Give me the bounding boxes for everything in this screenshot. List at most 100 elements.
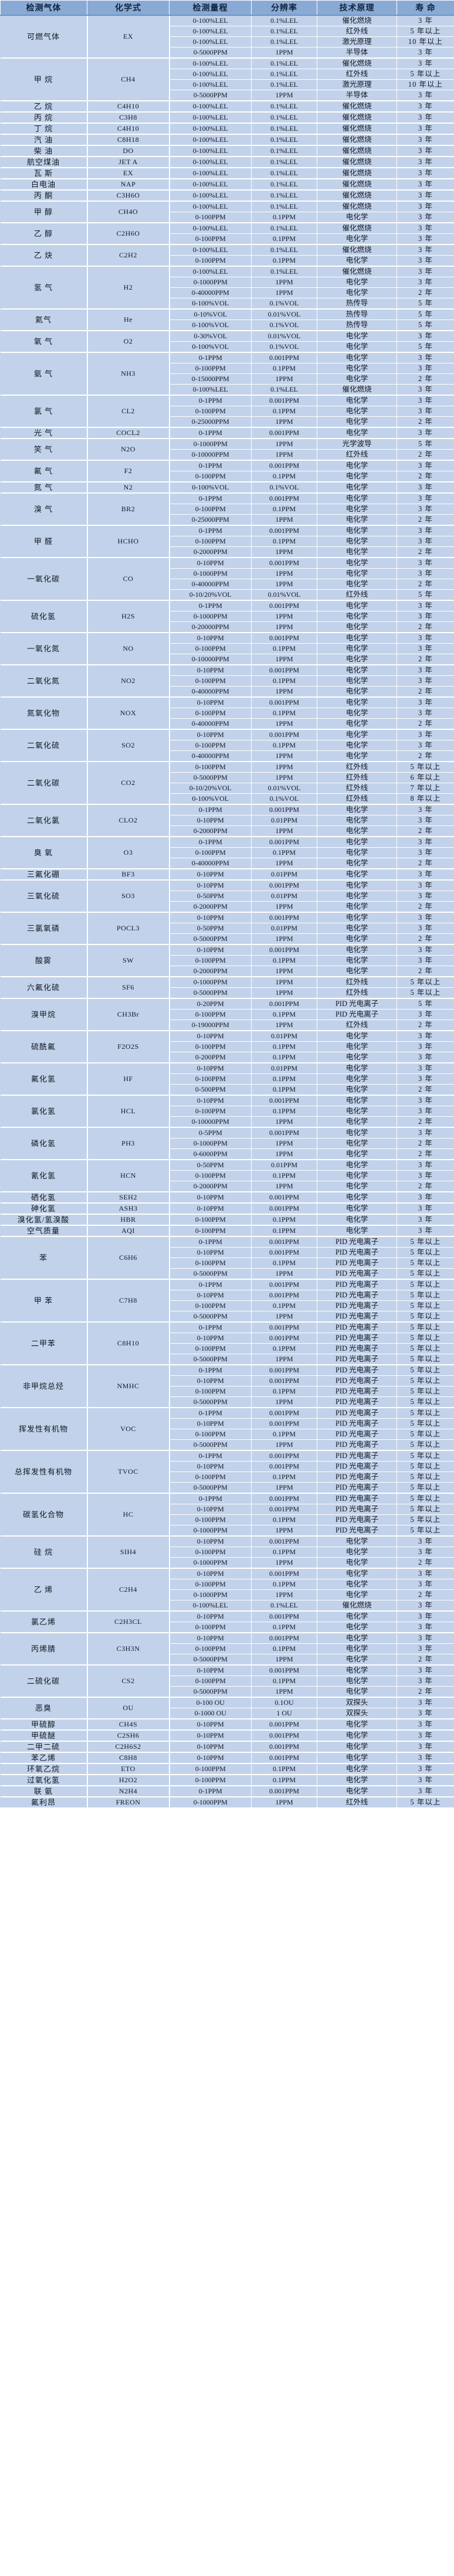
cell-chemical-formula: CO [87,557,170,601]
cell-technology: PID 光电离子 [317,998,397,1010]
table-row: 二硫化碳 CS2 0-10PPM 0.001PPM 电化学 3 年 [0,1664,454,1698]
table-row: 氯 气 CL2 0-1PPM 0.001PPM 电化学 3 年 [0,395,454,428]
cell-technology: 电化学 [317,1763,397,1775]
cell-detection-range: 0-1000PPM [169,1796,252,1808]
cell-technology: 激光原理 [317,79,397,90]
cell-resolution: 0.001PPM [251,664,317,676]
cell-lifetime: 3 年 [397,1191,454,1204]
cell-lifetime: 3 年 [397,1697,454,1708]
cell-chemical-formula: C6H6 [87,1236,170,1280]
cell-resolution: 0.001PPM [251,836,317,848]
cell-resolution: 0.1PPM [251,1084,317,1096]
cell-resolution: 1PPM [251,858,317,869]
cell-resolution: 0.1%LEL [251,100,317,113]
cell-detection-range: 0-50PPM [169,923,252,934]
table-row: 0-100%VOL 0.1%VOL 电化学 5 年 [1,341,454,353]
cell-lifetime: 3 年 [397,460,454,471]
cell-lifetime: 5 年以上 [397,761,454,773]
cell-chemical-formula: EX [87,15,170,59]
cell-technology: 红外线 [317,761,397,773]
cell-detection-range: 0-10PPM [169,1247,252,1258]
cell-detection-range: 0-1PPM [169,352,252,363]
cell-resolution: 0.1%LEL [251,266,317,277]
cell-resolution: 0.1%LEL [251,57,317,69]
table-row: 0-5000PPM 1PPM 红外线 6 年以上 [1,772,454,783]
table-row: 白电油 NAP 0-100%LEL 0.1%LEL 催化燃烧 3 年 [0,178,454,191]
cell-detection-range: 0-20PPM [169,998,252,1010]
cell-resolution: 0.001PPM [251,1461,317,1472]
cell-technology: 催化燃烧 [317,123,397,135]
cell-gas-name: 二氧化氯 [0,804,88,837]
cell-detection-range: 0-5000PPM [169,90,252,101]
cell-lifetime: 5 年 [397,320,454,331]
cell-resolution: 0.001PPM [251,460,317,471]
cell-technology: 双探头 [317,1708,397,1719]
cell-lifetime: 5 年以上 [397,1418,454,1429]
cell-detection-range: 0-10/20%VOL [169,589,252,601]
cell-lifetime: 2 年 [397,546,454,558]
cell-technology: 电化学 [317,1225,397,1237]
cell-lifetime: 8 年以上 [397,793,454,805]
cell-lifetime: 2 年 [397,1116,454,1128]
cell-technology: PID 光电离子 [317,1482,397,1494]
cell-chemical-formula: CS2 [87,1664,170,1698]
cell-detection-range: 0-1000PPM [169,976,252,988]
cell-lifetime: 2 年 [397,1557,454,1569]
cell-detection-range: 0-1PPM [169,492,252,504]
cell-detection-range: 0-10PPM [169,1718,252,1731]
cell-technology: 电化学 [317,406,397,417]
cell-lifetime: 5 年 [397,341,454,353]
cell-lifetime: 3 年 [397,708,454,719]
cell-gas-name: 氦气 [0,308,88,331]
cell-lifetime: 5 年以上 [397,1375,454,1386]
cell-technology: 电化学 [317,696,397,708]
table-row: 0-1000PPM 1PPM 电化学 2 年 [1,1557,454,1569]
cell-technology: 电化学 [317,1106,397,1117]
cell-detection-range: 0-2000PPM [169,825,252,837]
cell-detection-range: 0-100%LEL [169,79,252,90]
cell-detection-range: 0-100PPM [169,1343,252,1354]
cell-chemical-formula: C8H10 [87,1321,170,1365]
table-row: 甲 醇 CH4O 0-100%LEL 0.1%LEL 催化燃烧 3 年 [0,200,454,223]
cell-resolution: 0.01PPM [251,868,317,881]
cell-gas-name: 磷化氢 [0,1127,88,1160]
table-row: 0-100%VOL 0.1%VOL 红外线 8 年以上 [1,793,454,805]
cell-detection-range: 0-100PPM [169,1514,252,1525]
cell-resolution: 1PPM [251,901,317,913]
cell-technology: 电化学 [317,1138,397,1149]
cell-lifetime: 3 年 [397,277,454,288]
cell-resolution: 0.001PPM [251,525,317,536]
table-row: 二甲苯 C8H10 0-1PPM 0.001PPM PID 光电离子 5 年以上 [0,1321,454,1365]
cell-technology: PID 光电离子 [317,1471,397,1483]
cell-detection-range: 0-100%LEL [169,156,252,168]
table-row: 一氧化碳 CO 0-10PPM 0.001PPM 电化学 3 年 [0,557,454,601]
cell-detection-range: 0-100PPM [169,675,252,687]
cell-detection-range: 0-100PPM [169,212,252,223]
cell-chemical-formula: C2H6O [87,222,170,245]
cell-resolution: 0.1%LEL [251,156,317,168]
cell-lifetime: 5 年以上 [397,987,454,999]
cell-lifetime: 3 年 [397,1095,454,1106]
cell-technology: 电化学 [317,836,397,848]
cell-gas-name: 丙 烷 [0,111,88,124]
cell-resolution: 0.1PPM [251,1170,317,1181]
cell-lifetime: 2 年 [397,514,454,526]
table-row: 0-500PPM 0.1PPM 电化学 2 年 [1,1084,454,1096]
cell-chemical-formula: NAP [87,178,170,191]
cell-resolution: 0.01PPM [251,815,317,826]
cell-resolution: 1PPM [251,966,317,977]
cell-lifetime: 3 年 [397,1127,454,1139]
cell-lifetime: 5 年 [397,308,454,320]
cell-lifetime: 10 年以上 [397,79,454,90]
cell-chemical-formula: HCN [87,1159,170,1192]
cell-technology: 电化学 [317,568,397,579]
cell-chemical-formula: ETO [87,1763,170,1775]
cell-lifetime: 3 年 [397,1632,454,1644]
cell-lifetime: 5 年以上 [397,1258,454,1269]
cell-technology: PID 光电离子 [317,1247,397,1258]
cell-resolution: 0.001PPM [251,352,317,363]
cell-chemical-formula: C2H6S2 [87,1741,170,1753]
cell-resolution: 0.001PPM [251,1752,317,1764]
cell-resolution: 0.001PPM [251,1493,317,1504]
cell-detection-range: 0-1000PPM [169,1525,252,1537]
